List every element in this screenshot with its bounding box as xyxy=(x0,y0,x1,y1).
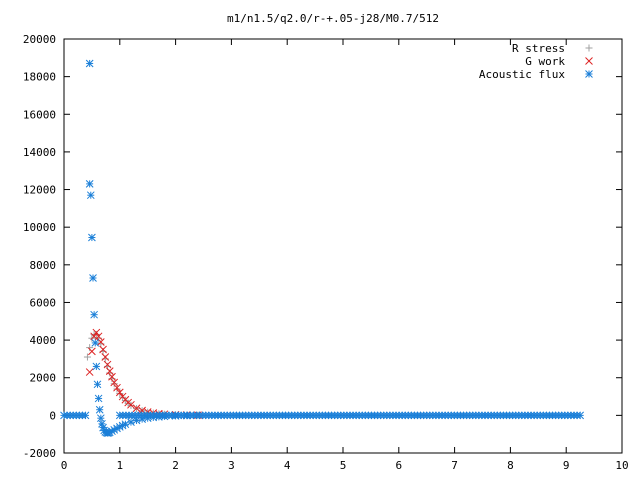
data-point xyxy=(108,372,116,381)
legend-label: Acoustic flux xyxy=(479,68,565,81)
data-point xyxy=(113,383,121,392)
x-tick-label: 0 xyxy=(61,459,68,472)
data-point xyxy=(88,233,96,242)
data-point xyxy=(110,380,118,388)
legend-marker xyxy=(585,44,593,52)
data-point xyxy=(99,345,107,354)
data-point xyxy=(89,274,97,282)
data-point xyxy=(171,412,180,420)
data-point xyxy=(88,347,96,356)
y-tick-label: -2000 xyxy=(23,447,56,460)
plot-marks xyxy=(60,59,585,437)
data-point xyxy=(576,411,585,420)
data-point xyxy=(94,394,103,403)
data-point xyxy=(85,180,94,188)
x-tick-label: 7 xyxy=(451,459,458,472)
plot-axes: 0 1 2 3 4 5 6 7 8 9 10 -2000 0 2000 4000 6000 8000 10000 1… xyxy=(23,33,629,472)
plot-frame xyxy=(63,38,623,454)
data-point xyxy=(101,353,110,361)
x-tick-label: 5 xyxy=(340,459,347,472)
legend-marker xyxy=(585,57,593,65)
y-tick-label: 20000 xyxy=(23,33,56,46)
x-tick-label: 10 xyxy=(615,459,628,472)
data-point xyxy=(103,360,112,369)
legend-label: R stress xyxy=(512,42,565,55)
data-point xyxy=(86,191,95,200)
y-tick-label: 6000 xyxy=(30,296,57,309)
x-tick-label: 6 xyxy=(395,459,402,472)
data-point xyxy=(95,405,104,414)
y-tick-label: 10000 xyxy=(23,221,56,234)
data-point xyxy=(81,411,90,420)
x-tick-label: 9 xyxy=(563,459,570,472)
x-tick-label: 3 xyxy=(228,459,235,472)
y-tick-label: 2000 xyxy=(30,372,57,385)
data-point xyxy=(86,344,94,352)
y-tick-label: 18000 xyxy=(23,71,56,84)
data-point xyxy=(85,368,94,376)
legend-label: G work xyxy=(525,55,565,68)
data-point xyxy=(182,411,191,420)
y-tick-label: 14000 xyxy=(23,146,56,159)
y-tick-label: 0 xyxy=(49,409,56,422)
chart-title: m1/n1.5/q2.0/r-+.05-j28/M0.7/512 xyxy=(227,12,439,25)
x-tick-label: 4 xyxy=(284,459,291,472)
data-point xyxy=(105,367,114,375)
y-tick-label: 4000 xyxy=(30,334,57,347)
y-tick-label: 12000 xyxy=(23,184,56,197)
y-tick-label: 16000 xyxy=(23,108,56,121)
data-point xyxy=(127,418,135,426)
data-point xyxy=(160,412,169,421)
data-point xyxy=(115,388,124,397)
data-point xyxy=(90,310,98,319)
series-r-stress xyxy=(83,330,202,419)
series-g-work xyxy=(85,328,202,419)
data-point xyxy=(85,59,94,68)
x-tick-label: 1 xyxy=(116,459,123,472)
data-point xyxy=(149,413,158,422)
data-point xyxy=(93,380,102,389)
data-point xyxy=(91,339,100,347)
data-point xyxy=(92,362,101,371)
series-acoustic-flux xyxy=(60,59,585,437)
legend-marker xyxy=(585,70,593,78)
data-point xyxy=(132,404,141,413)
data-point xyxy=(127,400,135,409)
data-point xyxy=(94,332,103,341)
data-point xyxy=(92,328,101,337)
data-point xyxy=(110,378,119,387)
y-tick-label: 8000 xyxy=(30,259,57,272)
data-point xyxy=(83,353,91,361)
x-tick-label: 2 xyxy=(172,459,179,472)
x-tick-label: 8 xyxy=(507,459,514,472)
